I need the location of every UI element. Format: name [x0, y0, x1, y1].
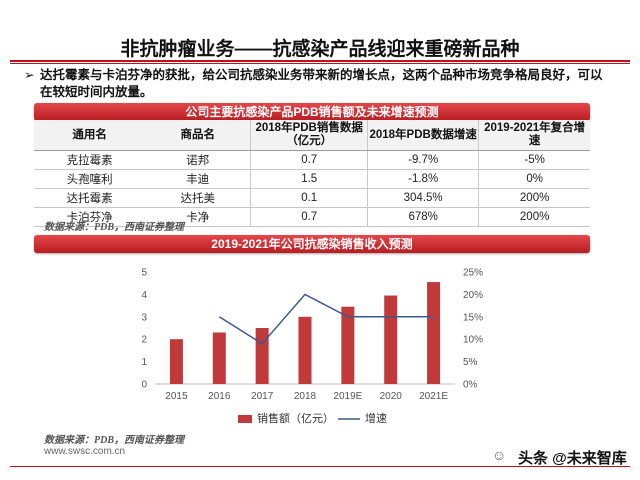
table-cell: -9.7% — [367, 150, 479, 170]
page-title: 非抗肿瘤业务——抗感染产品线迎来重磅新品种 — [120, 39, 520, 60]
table-cell: 678% — [367, 207, 479, 227]
y-right-tick-label: 15% — [463, 312, 483, 323]
col-header-cagr: 2019-2021年复合增速 — [478, 120, 590, 151]
col-header-generic-name: 通用名 — [34, 120, 146, 151]
website-url: www.swsc.com.cn — [44, 446, 126, 457]
x-tick-label: 2020 — [380, 391, 403, 402]
table-cell: 0% — [478, 169, 590, 189]
legend-label-sales: 销售额（亿元） — [257, 411, 334, 425]
table-cell: 头孢噻利 — [34, 169, 146, 189]
x-tick-label: 2018 — [294, 391, 317, 402]
table-source-note: 数据来源：PDB，西南证券整理 — [44, 222, 184, 233]
table-cell: -1.8% — [367, 169, 479, 189]
y-right-tick-label: 20% — [463, 290, 483, 301]
table-row: 克拉霉素 诺邦 0.7 -9.7% -5% — [34, 150, 590, 170]
bar-2016 — [212, 332, 226, 384]
table-cell: 丰迪 — [145, 169, 251, 189]
chart-banner: 2019-2021年公司抗感染销售收入预测 — [34, 235, 590, 253]
x-tick-label: 2015 — [165, 391, 188, 402]
footer-rule — [10, 466, 630, 467]
table-row: 卡泊芬净 卡净 0.7 678% 200% — [34, 207, 590, 227]
y-left-tick-label: 5 — [141, 268, 147, 279]
table-cell: 304.5% — [367, 188, 479, 208]
table-row: 头孢噻利 丰迪 1.5 -1.8% 0% — [34, 169, 590, 189]
sales-table: 通用名 商品名 2018年PDB销售数据（亿元） 2018年PDB数据增速 20… — [34, 120, 590, 227]
table-cell: 卡净 — [145, 207, 251, 227]
y-left-tick-label: 4 — [141, 290, 147, 301]
x-tick-label: 2017 — [251, 391, 274, 402]
bar-2019E — [341, 306, 355, 384]
chart-source-note: 数据来源：PDB，西南证券整理 — [44, 435, 184, 446]
table-cell: 1.5 — [250, 169, 368, 189]
growth-line — [218, 293, 434, 345]
x-tick-label: 2016 — [208, 391, 231, 402]
y-right-tick-label: 10% — [463, 335, 483, 346]
title-rule-thin — [10, 63, 630, 64]
title-rule — [10, 60, 630, 62]
table-banner: 公司主要抗感染产品PDB销售额及未来增速预测 — [34, 103, 590, 121]
bullet-point: ➢ 达托霉素与卡泊芬净的获批，给公司抗感染业务带来新的增长点，这两个品种市场竞争… — [24, 67, 614, 101]
bullet-text: 达托霉素与卡泊芬净的获批，给公司抗感染业务带来新的增长点，这两个品种市场竞争格局… — [40, 68, 603, 99]
y-left-tick-label: 3 — [141, 312, 147, 323]
y-right-tick-label: 25% — [463, 268, 483, 279]
table-cell: 克拉霉素 — [34, 150, 146, 170]
table-cell: 200% — [478, 207, 590, 227]
table-cell: -5% — [478, 150, 590, 170]
table-row: 达托霉素 达托美 0.1 304.5% 200% — [34, 188, 590, 208]
table-cell: 0.7 — [250, 150, 368, 170]
bar-2021E — [427, 282, 441, 384]
col-header-growth-2018: 2018年PDB数据增速 — [367, 120, 479, 151]
legend-label-growth: 增速 — [365, 411, 387, 425]
table-cell: 达托美 — [145, 188, 251, 208]
y-left-tick-label: 0 — [141, 380, 147, 391]
col-header-sales-2018: 2018年PDB销售数据（亿元） — [250, 120, 368, 151]
table-cell: 0.1 — [250, 188, 368, 208]
bar-2017 — [255, 328, 269, 384]
bullet-arrow-icon: ➢ — [24, 68, 35, 82]
table-cell: 200% — [478, 188, 590, 208]
y-right-tick-label: 5% — [463, 357, 478, 368]
legend-swatch-sales — [238, 415, 252, 423]
table-cell: 达托霉素 — [34, 188, 146, 208]
bar-2018 — [298, 316, 312, 384]
x-tick-label: 2019E — [333, 391, 362, 402]
y-right-tick-label: 0% — [463, 380, 478, 391]
watermark-text: 头条 @未来智库 — [518, 450, 627, 467]
table-cell: 卡泊芬净 — [34, 207, 146, 227]
y-left-tick-label: 1 — [141, 357, 147, 368]
bar-2015 — [169, 339, 183, 384]
wechat-icon: ☺ — [492, 447, 507, 463]
table-header-row: 通用名 商品名 2018年PDB销售数据（亿元） 2018年PDB数据增速 20… — [34, 120, 590, 151]
sales-forecast-chart: 0 1 2 3 4 5 0% 5% 10% 15% 20% 25% 2015 2016 2017 2018 20… — [141, 268, 483, 426]
x-tick-label: 2021E — [419, 391, 448, 402]
y-left-tick-label: 2 — [141, 335, 147, 346]
bar-2020 — [384, 295, 398, 384]
col-header-brand-name: 商品名 — [145, 120, 251, 151]
table-cell: 诺邦 — [145, 150, 251, 170]
table-cell: 0.7 — [250, 207, 368, 227]
